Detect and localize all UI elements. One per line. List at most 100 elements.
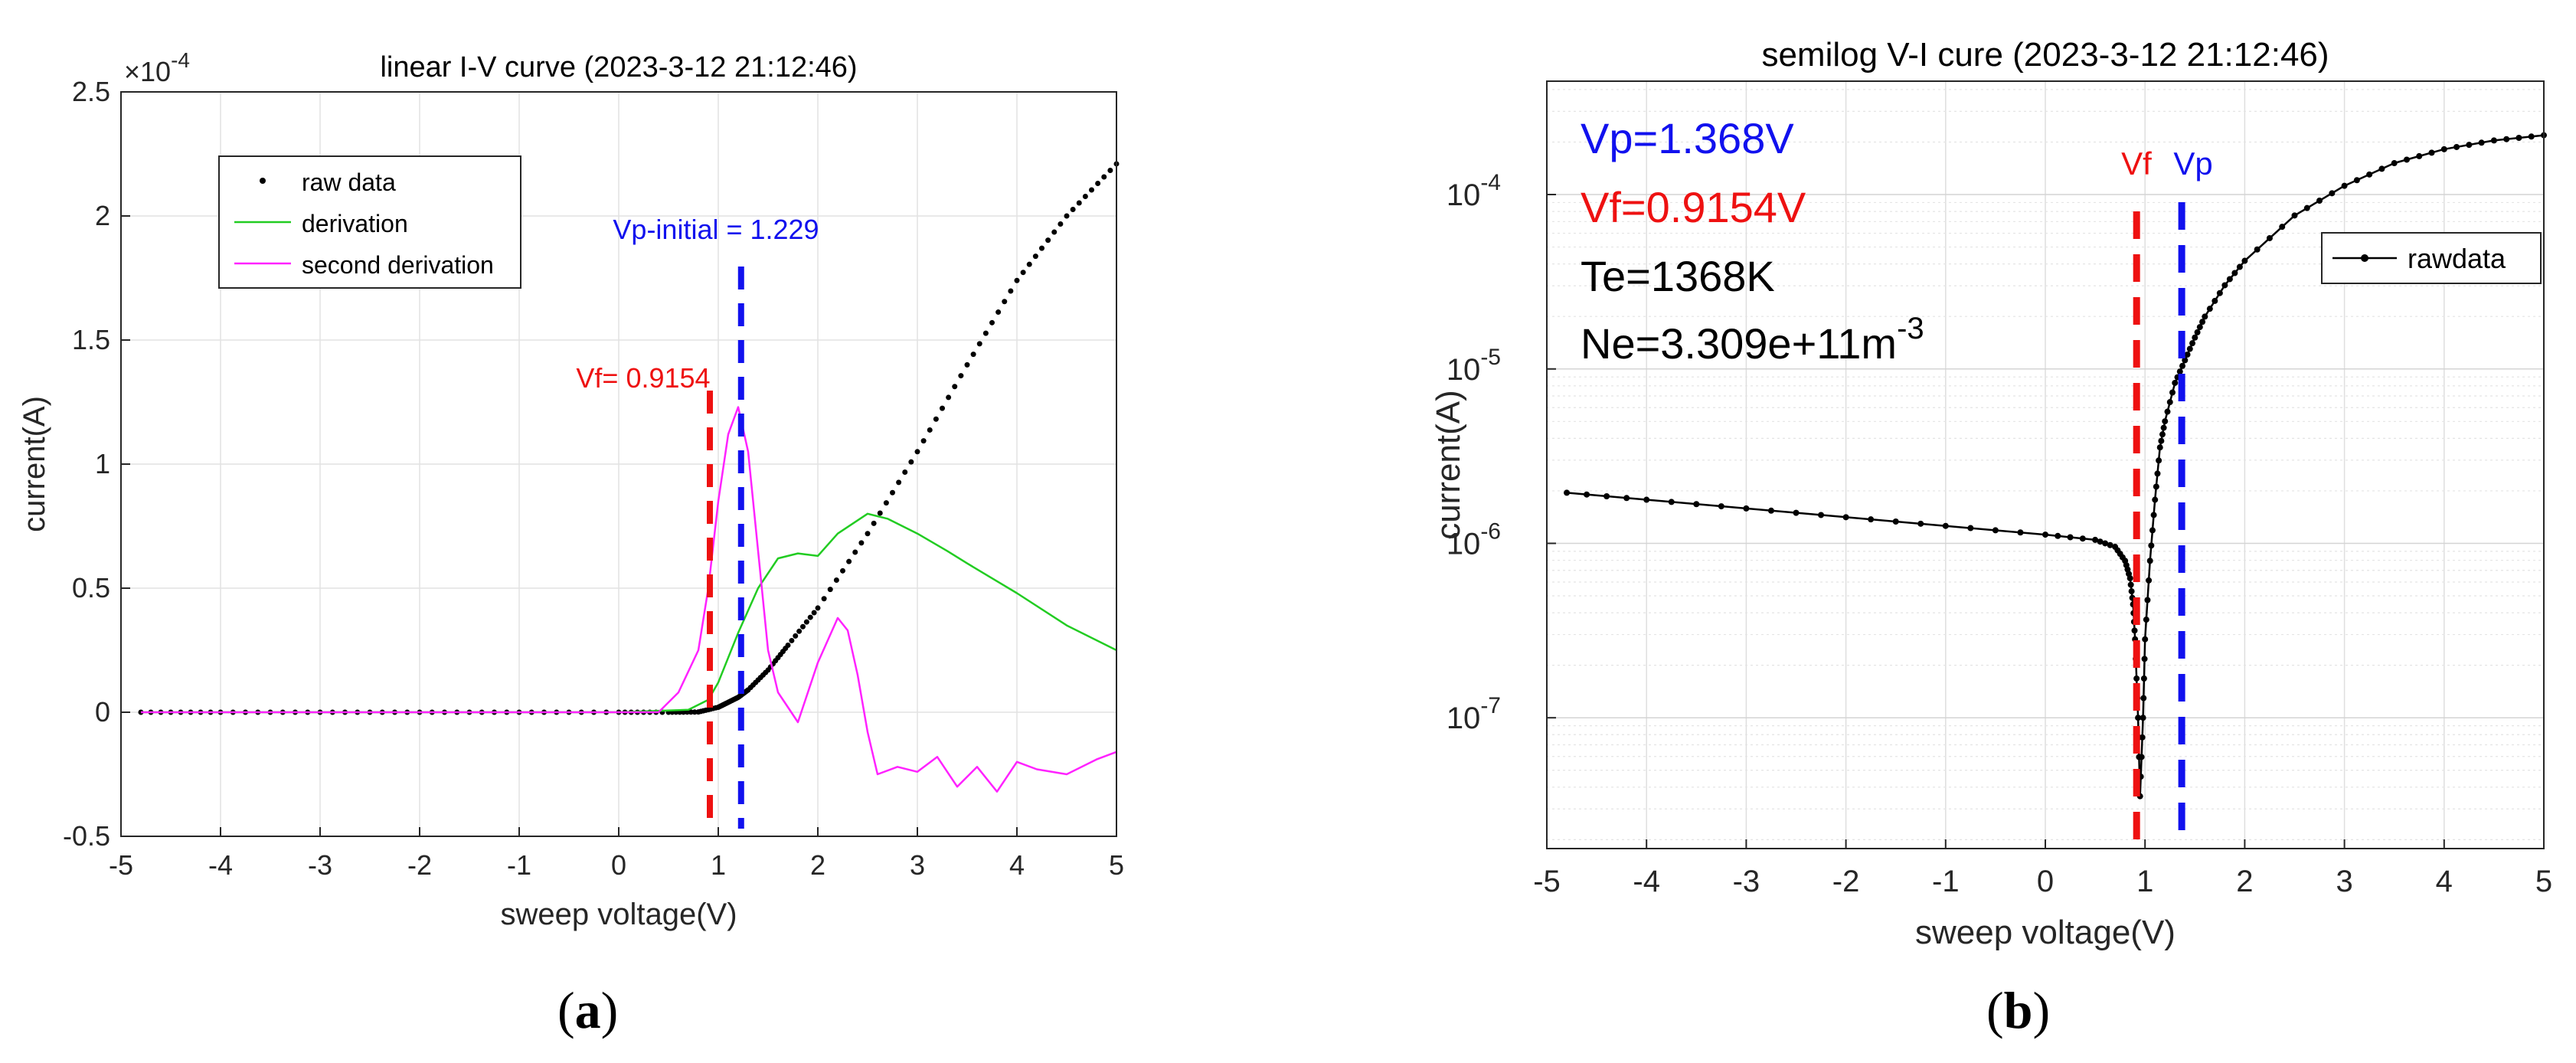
vline-label-vp-b: Vp bbox=[2173, 146, 2212, 182]
xlabel-b: sweep voltage(V) bbox=[1915, 914, 2176, 951]
tick-label-x-b: 5 bbox=[2535, 865, 2552, 898]
data-point-rawdata bbox=[1564, 489, 1571, 496]
data-point-raw-data bbox=[852, 549, 858, 555]
data-point-rawdata bbox=[1603, 492, 1610, 499]
data-point-rawdata bbox=[2172, 379, 2179, 386]
tick-label-y-b-base: 10 bbox=[1447, 527, 1481, 561]
data-point-raw-data bbox=[989, 319, 995, 325]
data-point-raw-data bbox=[1076, 200, 1082, 206]
annotation-vf: Vf=0.9154V bbox=[1581, 183, 1806, 231]
data-point-raw-data bbox=[970, 352, 976, 358]
data-point-rawdata bbox=[2166, 399, 2173, 406]
data-point-raw-data bbox=[871, 520, 877, 526]
panel-a: -5 -4 -3 -2 -1 0 1 2 3 4 5 -0.5 0 0.5 1 1.5 2 2.5 linear … bbox=[18, 48, 1124, 931]
data-point-rawdata bbox=[2236, 263, 2243, 270]
legend-label-derivation: derivation bbox=[302, 210, 408, 237]
data-point-rawdata bbox=[2316, 197, 2323, 204]
data-point-rawdata bbox=[2159, 431, 2166, 438]
tick-label-y-b-exp: -5 bbox=[1480, 345, 1501, 370]
data-point-raw-data bbox=[883, 500, 889, 506]
data-point-raw-data bbox=[914, 449, 920, 455]
data-point-rawdata bbox=[2428, 149, 2435, 156]
legend-a: raw data derivation second derivation bbox=[218, 155, 521, 289]
data-point-rawdata bbox=[1623, 495, 1630, 502]
data-point-raw-data bbox=[1045, 237, 1051, 244]
vline-label-vp-initial: Vp-initial = 1.229 bbox=[613, 214, 819, 245]
data-point-rawdata bbox=[2127, 575, 2133, 582]
data-point-rawdata bbox=[2055, 532, 2061, 539]
annotation-ne-base: Ne=3.309e+11m bbox=[1581, 319, 1897, 368]
grid-b bbox=[1546, 81, 2545, 849]
tick-label-y-a: 0 bbox=[95, 696, 110, 728]
tick-label-x-a: -1 bbox=[507, 849, 531, 881]
data-point-rawdata bbox=[2133, 675, 2140, 682]
data-point-rawdata bbox=[2391, 160, 2398, 167]
data-point-rawdata bbox=[2107, 541, 2113, 548]
data-point-rawdata bbox=[2206, 306, 2213, 312]
data-point-raw-data bbox=[858, 540, 865, 546]
annotation-te: Te=1368K bbox=[1581, 252, 1775, 300]
data-point-raw-data bbox=[827, 587, 833, 593]
data-point-rawdata bbox=[1793, 509, 1800, 516]
vlines-b bbox=[2133, 202, 2185, 842]
data-point-raw-data bbox=[982, 330, 989, 336]
tick-label-y-a: 1.5 bbox=[72, 324, 110, 355]
data-point-raw-data bbox=[946, 394, 952, 401]
data-point-raw-data bbox=[940, 405, 945, 411]
tick-label-y-b-exp: -4 bbox=[1480, 170, 1501, 195]
data-point-rawdata bbox=[2146, 558, 2153, 564]
tick-label-y-b: 10-5 bbox=[1447, 345, 1501, 387]
tick-label-y-a: 2.5 bbox=[72, 76, 110, 107]
tick-label-x-a: -3 bbox=[308, 849, 332, 881]
data-point-rawdata bbox=[2194, 329, 2201, 335]
legend-label-raw-data: raw data bbox=[302, 168, 396, 196]
ylabel-b: current(A) bbox=[1430, 390, 1467, 540]
data-point-raw-data bbox=[908, 459, 914, 465]
legend-label-rawdata: rawdata bbox=[2408, 243, 2506, 274]
tick-label-x-a: 1 bbox=[711, 849, 726, 881]
data-point-rawdata bbox=[2127, 581, 2134, 588]
data-point-rawdata bbox=[2139, 734, 2146, 741]
data-point-rawdata bbox=[1668, 499, 1675, 505]
data-point-raw-data bbox=[803, 619, 809, 625]
data-point-rawdata bbox=[2199, 319, 2206, 325]
y-exponent-a: ×10-4 bbox=[124, 48, 190, 87]
data-point-rawdata bbox=[2440, 146, 2447, 152]
data-point-rawdata bbox=[2164, 408, 2171, 415]
data-point-rawdata bbox=[1967, 525, 1974, 532]
ylabel-a: current(A) bbox=[18, 396, 51, 532]
data-point-rawdata bbox=[2143, 617, 2149, 623]
data-point-rawdata bbox=[2148, 542, 2155, 549]
data-point-rawdata bbox=[2516, 135, 2522, 142]
data-point-raw-data bbox=[1095, 180, 1101, 186]
data-point-rawdata bbox=[2503, 136, 2510, 142]
ticks-b: -5 -4 -3 -2 -1 0 1 2 3 4 510-710-610-510-4 bbox=[1447, 170, 2552, 898]
caption-a: (a) bbox=[557, 981, 619, 1039]
data-point-rawdata bbox=[2182, 357, 2189, 364]
series-line-second-derivation bbox=[141, 406, 1117, 793]
data-point-raw-data bbox=[1089, 187, 1094, 193]
data-point-rawdata bbox=[2149, 527, 2156, 534]
data-point-raw-data bbox=[793, 633, 799, 639]
data-point-rawdata bbox=[1942, 522, 1949, 529]
tick-label-x-a: 0 bbox=[611, 849, 626, 881]
data-point-raw-data bbox=[789, 637, 795, 643]
data-point-rawdata bbox=[2156, 457, 2162, 464]
data-point-rawdata bbox=[2416, 152, 2423, 159]
data-point-raw-data bbox=[807, 614, 813, 620]
data-point-rawdata bbox=[2353, 177, 2360, 184]
y-exponent-base-a: ×10 bbox=[124, 56, 171, 87]
tick-label-x-b: -5 bbox=[1533, 865, 1561, 898]
data-point-rawdata bbox=[2102, 540, 2109, 547]
tick-label-y-a: 2 bbox=[95, 200, 110, 231]
data-point-raw-data bbox=[785, 643, 791, 649]
tick-label-y-b: 10-7 bbox=[1447, 693, 1501, 735]
annotation-ne: Ne=3.309e+11m-3 bbox=[1581, 312, 1924, 368]
data-point-rawdata bbox=[2079, 535, 2086, 542]
data-point-rawdata bbox=[2478, 139, 2485, 146]
data-point-raw-data bbox=[1107, 167, 1113, 173]
data-point-rawdata bbox=[1718, 503, 1724, 510]
tick-label-x-a: 4 bbox=[1009, 849, 1025, 881]
vline-label-vf-a: Vf= 0.9154 bbox=[576, 362, 710, 394]
caption-b: (b) bbox=[1986, 981, 2051, 1039]
